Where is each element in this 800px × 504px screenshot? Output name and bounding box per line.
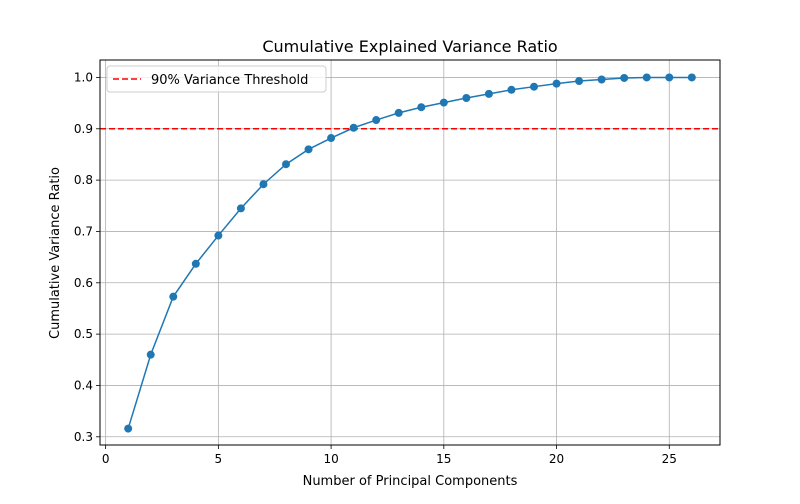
data-point <box>191 259 200 268</box>
y-axis-label: Cumulative Variance Ratio <box>48 167 63 339</box>
series-layer <box>124 73 696 433</box>
x-tick-label: 25 <box>662 452 677 466</box>
y-tick-label: 0.4 <box>74 378 93 392</box>
data-point <box>214 231 223 240</box>
data-point <box>327 134 336 143</box>
data-point <box>394 108 403 117</box>
data-point <box>236 204 245 213</box>
data-point <box>304 145 313 154</box>
legend-box <box>106 65 327 93</box>
data-point <box>575 77 584 86</box>
legend-threshold-label: 90% Variance Threshold <box>151 73 308 88</box>
x-tick-label: 10 <box>323 452 338 466</box>
y-tick-label: 0.8 <box>74 173 93 187</box>
data-point <box>597 75 606 84</box>
data-point <box>620 73 629 82</box>
data-point <box>169 292 178 301</box>
data-point <box>642 73 651 82</box>
axis-ticks: 0 5 10 15 20 25 0.3 0.4 0.5 0.6 0.7 0.8 0.9 1.0 <box>74 70 677 466</box>
data-point <box>439 98 448 107</box>
x-tick-label: 0 <box>102 452 110 466</box>
data-point <box>349 123 358 132</box>
data-point <box>282 160 290 169</box>
data-point <box>530 82 538 91</box>
y-tick-label: 1.0 <box>74 70 93 84</box>
data-point <box>372 116 381 125</box>
data-point <box>552 79 561 88</box>
data-point <box>124 424 133 433</box>
x-tick-label: 5 <box>215 452 223 466</box>
y-tick-label: 0.6 <box>74 276 93 290</box>
chart-title: Cumulative Explained Variance Ratio <box>262 37 557 56</box>
data-point <box>462 93 471 102</box>
data-point <box>484 89 493 98</box>
legend: 90% Variance Threshold <box>106 65 327 93</box>
data-point <box>417 103 426 112</box>
grid-lines <box>100 60 720 445</box>
y-tick-label: 0.5 <box>74 327 93 341</box>
y-tick-label: 0.7 <box>74 224 93 238</box>
y-tick-label: 0.9 <box>74 122 93 136</box>
data-point <box>259 180 268 189</box>
data-point <box>665 73 674 82</box>
y-tick-label: 0.3 <box>74 430 93 444</box>
x-axis-label: Number of Principal Components <box>303 474 518 489</box>
x-tick-label: 20 <box>549 452 564 466</box>
data-point <box>507 85 516 94</box>
plot-area-frame <box>99 59 721 446</box>
x-tick-label: 15 <box>436 452 451 466</box>
data-point <box>687 73 696 82</box>
data-point <box>146 350 155 359</box>
